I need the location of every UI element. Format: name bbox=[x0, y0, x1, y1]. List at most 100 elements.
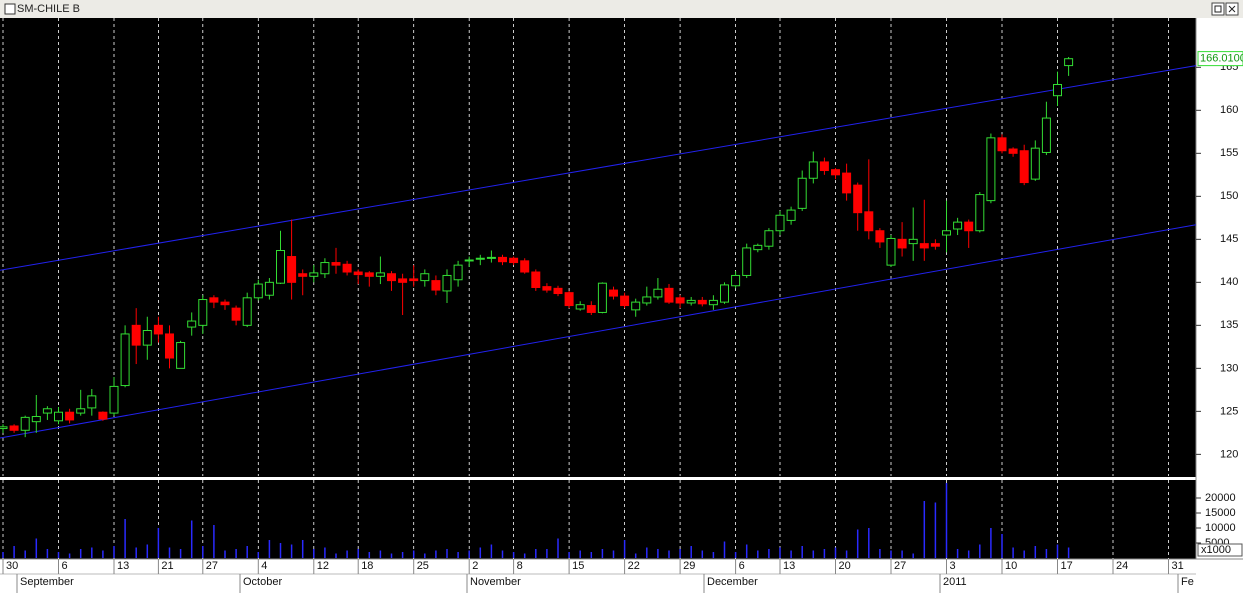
candle-body bbox=[264, 281, 274, 296]
volume-bar bbox=[168, 547, 171, 558]
candle-body bbox=[1041, 117, 1051, 153]
candle-body bbox=[375, 272, 385, 277]
volume-bar bbox=[779, 547, 781, 558]
volume-bar bbox=[24, 550, 26, 558]
x-tick-label: 24 bbox=[1116, 560, 1128, 572]
volume-bar bbox=[1034, 546, 1037, 558]
candle-body bbox=[586, 305, 596, 313]
volume-bar bbox=[734, 552, 737, 558]
candle-body bbox=[420, 273, 430, 282]
volume-bar bbox=[268, 540, 271, 558]
candle-body bbox=[1008, 148, 1018, 154]
candle-body bbox=[564, 292, 574, 307]
x-tick-label: 25 bbox=[417, 560, 429, 572]
volume-bar bbox=[679, 549, 681, 558]
volume-bar bbox=[346, 550, 348, 558]
candle-body bbox=[231, 307, 241, 321]
candle-body bbox=[831, 169, 840, 176]
x-tick-label: 13 bbox=[117, 560, 129, 572]
candle-body bbox=[287, 256, 297, 283]
y-tick-label: 145 bbox=[1220, 233, 1238, 245]
candle-body bbox=[942, 230, 951, 236]
volume-bar bbox=[1023, 550, 1025, 558]
y-tick-label: 130 bbox=[1220, 362, 1238, 374]
volume-bar bbox=[368, 552, 371, 558]
candle-body bbox=[109, 385, 119, 414]
volume-bar bbox=[501, 550, 504, 558]
volume-bar bbox=[468, 550, 470, 558]
volume-bar bbox=[446, 549, 448, 558]
volume-bar bbox=[845, 550, 848, 558]
candle-body bbox=[442, 274, 452, 292]
candle-body bbox=[9, 425, 19, 431]
candle-body bbox=[609, 289, 618, 297]
x-tick-label: 21 bbox=[161, 560, 173, 572]
volume-bar bbox=[812, 550, 815, 558]
volume-bar bbox=[46, 549, 49, 558]
candle-body bbox=[253, 283, 263, 299]
candle-body bbox=[0, 426, 8, 430]
volume-bar bbox=[757, 550, 759, 558]
month-label: December bbox=[707, 576, 758, 588]
volume-bar bbox=[890, 550, 892, 558]
volume-bar bbox=[923, 501, 926, 558]
volume-bar bbox=[390, 553, 393, 558]
candle-body bbox=[464, 259, 474, 262]
volume-bar bbox=[379, 550, 382, 558]
volume-bar bbox=[190, 520, 193, 558]
volume-bar bbox=[224, 550, 226, 558]
volume-bar bbox=[979, 544, 981, 558]
candle-body bbox=[553, 287, 563, 295]
window-icon bbox=[4, 3, 16, 15]
volume-bar bbox=[213, 525, 215, 558]
volume-bar bbox=[601, 549, 604, 558]
candle-body bbox=[642, 296, 652, 304]
volume-bar bbox=[324, 547, 326, 558]
volume-bar bbox=[401, 552, 404, 558]
candle-body bbox=[842, 172, 852, 194]
candle-body bbox=[475, 257, 485, 260]
candle-body bbox=[1064, 58, 1074, 67]
volume-panel bbox=[0, 480, 1196, 559]
candle-body bbox=[764, 230, 774, 247]
y-tick-label: 15000 bbox=[1205, 507, 1236, 519]
volume-bar bbox=[13, 546, 15, 558]
candle-body bbox=[986, 137, 996, 202]
volume-bar bbox=[357, 549, 359, 558]
candle-body bbox=[808, 161, 818, 179]
x-tick-label: 22 bbox=[628, 560, 640, 572]
candle-body bbox=[176, 342, 186, 369]
candle-body bbox=[242, 297, 252, 326]
x-tick-label: 15 bbox=[572, 560, 584, 572]
volume-bar bbox=[1056, 544, 1059, 558]
candle-body bbox=[742, 247, 752, 276]
volume-bar bbox=[568, 552, 570, 558]
y-tick-label: 140 bbox=[1220, 276, 1238, 288]
candle-body bbox=[198, 299, 208, 326]
volume-bar bbox=[934, 502, 937, 558]
volume-bar bbox=[124, 519, 126, 558]
x-tick-label: 27 bbox=[894, 560, 906, 572]
candle-body bbox=[520, 260, 530, 273]
candle-body bbox=[975, 194, 985, 232]
y-tick-label: 135 bbox=[1220, 319, 1238, 331]
candle-body bbox=[509, 257, 519, 264]
volume-bar bbox=[634, 553, 637, 558]
volume-bar bbox=[135, 547, 137, 558]
maximize-button[interactable] bbox=[1211, 2, 1225, 16]
volume-bar bbox=[146, 544, 149, 558]
channel-line bbox=[0, 224, 1197, 439]
candle-body bbox=[353, 271, 363, 276]
candle-body bbox=[542, 286, 552, 291]
x-tick-label: 18 bbox=[361, 560, 373, 572]
candle-body bbox=[409, 278, 419, 282]
candle-body bbox=[697, 299, 707, 305]
candle-body bbox=[142, 330, 152, 346]
x-tick-label: 17 bbox=[1061, 560, 1073, 572]
candle-body bbox=[1019, 150, 1029, 184]
volume-bar bbox=[834, 547, 837, 558]
candle-body bbox=[675, 297, 685, 304]
volume-bar bbox=[257, 552, 260, 558]
volume-bar bbox=[801, 546, 803, 558]
